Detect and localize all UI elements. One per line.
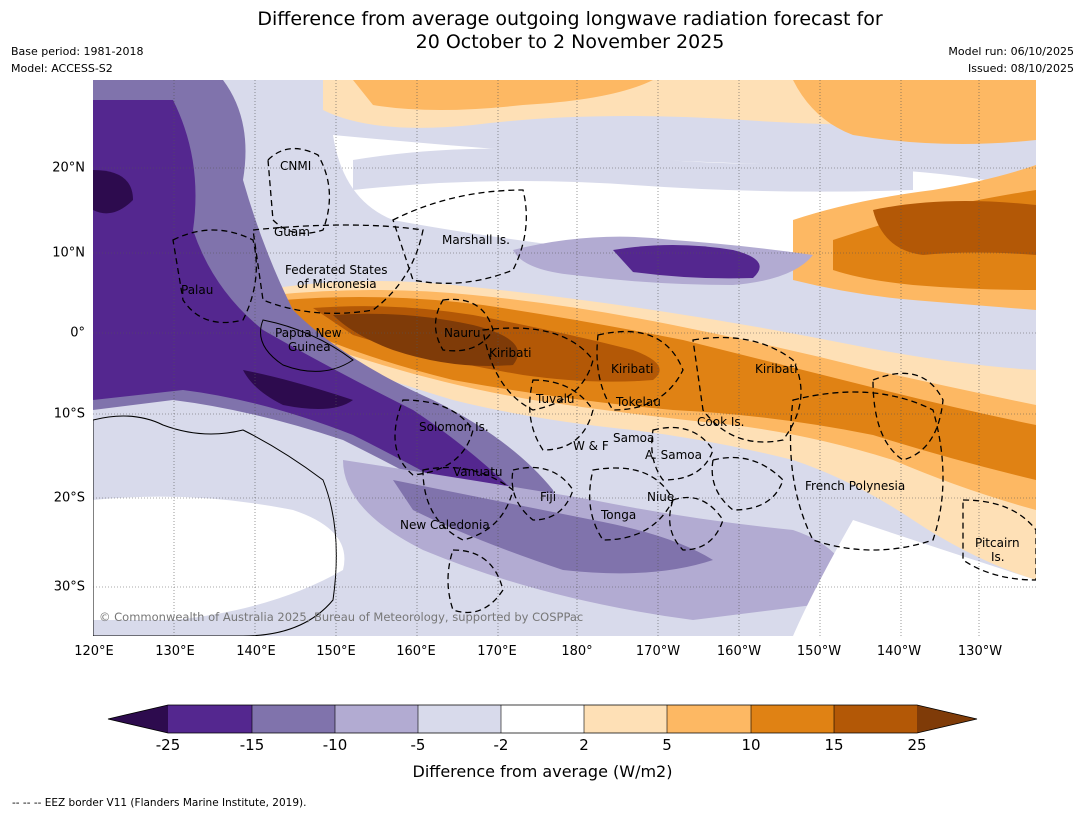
- eez-borders: [172, 148, 1036, 614]
- anomaly-map: CNMI Guam Marshall Is. Federated States …: [93, 80, 1036, 636]
- label-palau: Palau: [181, 283, 213, 297]
- label-tuvalu: Tuvalu: [535, 392, 575, 406]
- anomaly-zone-10n-deep: [613, 245, 760, 279]
- label-wallis-futuna: W & F: [573, 439, 609, 453]
- colorbar-label-2: 2: [579, 736, 589, 754]
- lon-tick-160e: 160°E: [396, 644, 436, 659]
- label-new-caledonia: New Caledonia: [400, 518, 490, 532]
- label-american-samoa: A. Samoa: [645, 448, 702, 462]
- colorbar-label-m25: -25: [155, 736, 181, 754]
- anomaly-zone-west-purple: [93, 80, 557, 540]
- new-guinea-outline: [260, 319, 354, 372]
- label-nauru: Nauru: [444, 326, 480, 340]
- anomaly-zone-west-darkest-north: [93, 170, 133, 214]
- lon-tick-130e: 130°E: [155, 644, 195, 659]
- anomaly-zone-north-orange: [353, 80, 653, 110]
- lat-tick-0: 0°: [70, 325, 85, 341]
- label-samoa: Samoa: [613, 431, 654, 445]
- copyright-text: © Commonwealth of Australia 2025, Bureau…: [99, 610, 583, 624]
- label-tonga: Tonga: [600, 508, 636, 522]
- label-pitcairn-line2: Is.: [991, 550, 1005, 564]
- label-french-polynesia: French Polynesia: [805, 479, 905, 493]
- label-marshall: Marshall Is.: [442, 233, 510, 247]
- issued-date: Issued: 08/10/2025: [967, 62, 1074, 75]
- label-fsm-line2: of Micronesia: [297, 277, 377, 291]
- australia-outline: [93, 415, 337, 636]
- lon-tick-150w: 150°W: [796, 644, 842, 659]
- label-png-line1: Papua New: [275, 326, 342, 340]
- colorbar-label-5: 5: [662, 736, 672, 754]
- anomaly-zone-sw-white: [93, 496, 345, 620]
- label-vanuatu: Vanuatu: [453, 465, 503, 479]
- label-kiribati-west: Kiribati: [489, 346, 531, 360]
- colorbar-label-m2: -2: [493, 736, 509, 754]
- colorbar-extend-low: [108, 705, 168, 733]
- colorbar-extend-high: [917, 705, 977, 733]
- chart-title-line1: Difference from average outgoing longwav…: [257, 8, 883, 30]
- lon-tick-180: 180°: [561, 644, 593, 659]
- colorbar-label-m10: -10: [322, 736, 348, 754]
- colorbar-label-m5: -5: [410, 736, 426, 754]
- label-guam: Guam: [274, 225, 310, 239]
- label-solomon: Solomon Is.: [419, 420, 489, 434]
- lon-tick-170e: 170°E: [477, 644, 517, 659]
- colorbar-outline: [107, 704, 978, 734]
- lat-tick-20s: 20°S: [53, 490, 85, 506]
- lon-tick-120e: 120°E: [74, 644, 114, 659]
- colorbar: [107, 704, 978, 734]
- anomaly-zone-png-darkest: [243, 370, 353, 409]
- colorbar-bin-5: [501, 705, 584, 733]
- model-name: Model: ACCESS-S2: [11, 62, 113, 75]
- colorbar-bin-4: [418, 705, 501, 733]
- anomaly-zone-south-mid: [393, 480, 713, 574]
- lat-tick-10n: 10°N: [52, 245, 85, 261]
- gridlines: [93, 80, 1036, 636]
- anomaly-zone-west-deep: [93, 100, 523, 514]
- lon-tick-170w: 170°W: [635, 644, 681, 659]
- label-kiribati-central: Kiribati: [611, 362, 653, 376]
- region-labels: CNMI Guam Marshall Is. Federated States …: [181, 159, 1020, 564]
- lon-tick-130w: 130°W: [957, 644, 1003, 659]
- label-fiji: Fiji: [540, 490, 556, 504]
- map-svg: CNMI Guam Marshall Is. Federated States …: [93, 80, 1036, 636]
- colorbar-label-m15: -15: [239, 736, 265, 754]
- anomaly-zone-northeast-orange: [793, 80, 1036, 144]
- model-run: Model run: 06/10/2025: [948, 45, 1074, 58]
- lon-tick-140w: 140°W: [876, 644, 922, 659]
- colorbar-label-10: 10: [741, 736, 761, 754]
- lat-tick-30s: 30°S: [53, 579, 85, 595]
- label-fsm-line1: Federated States: [285, 263, 387, 277]
- label-kiribati-east: Kiribati: [755, 362, 797, 376]
- label-pitcairn-line1: Pitcairn: [975, 536, 1020, 550]
- meta-right: Model run: 06/10/2025 Issued: 08/10/2025: [948, 43, 1074, 77]
- colorbar-bin-6: [584, 705, 667, 733]
- colorbar-bin-1: [168, 705, 252, 733]
- eez-footnote: -- -- -- EEZ border V11 (Flanders Marine…: [12, 797, 307, 809]
- colorbar-bin-9: [834, 705, 917, 733]
- label-cook-islands: Cook Is.: [697, 415, 744, 429]
- label-niue: Niue: [647, 490, 674, 504]
- anomaly-zone-equator-darkbrown: [333, 313, 518, 366]
- colorbar-label-15: 15: [824, 736, 844, 754]
- anomaly-zone-ne-brown: [873, 201, 1036, 255]
- colorbar-title: Difference from average (W/m2): [412, 762, 673, 781]
- colorbar-bin-3: [335, 705, 418, 733]
- base-period: Base period: 1981-2018: [11, 45, 144, 58]
- lat-tick-10s: 10°S: [53, 406, 85, 422]
- label-tokelau: Tokelau: [615, 395, 661, 409]
- colorbar-dividers: [251, 705, 835, 733]
- lon-tick-150e: 150°E: [316, 644, 356, 659]
- lat-tick-20n: 20°N: [52, 160, 85, 176]
- colorbar-bin-2: [252, 705, 335, 733]
- colorbar-bin-8: [751, 705, 834, 733]
- colorbar-bin-7: [667, 705, 751, 733]
- chart-title-line2: 20 October to 2 November 2025: [415, 31, 725, 53]
- meta-left: Base period: 1981-2018 Model: ACCESS-S2: [11, 43, 143, 77]
- label-png-line2: Guinea: [288, 340, 331, 354]
- lon-tick-160w: 160°W: [716, 644, 762, 659]
- lon-tick-140e: 140°E: [236, 644, 276, 659]
- colorbar-label-25: 25: [907, 736, 927, 754]
- anomaly-zone-north-band: [353, 148, 913, 192]
- label-cnmi: CNMI: [280, 159, 311, 173]
